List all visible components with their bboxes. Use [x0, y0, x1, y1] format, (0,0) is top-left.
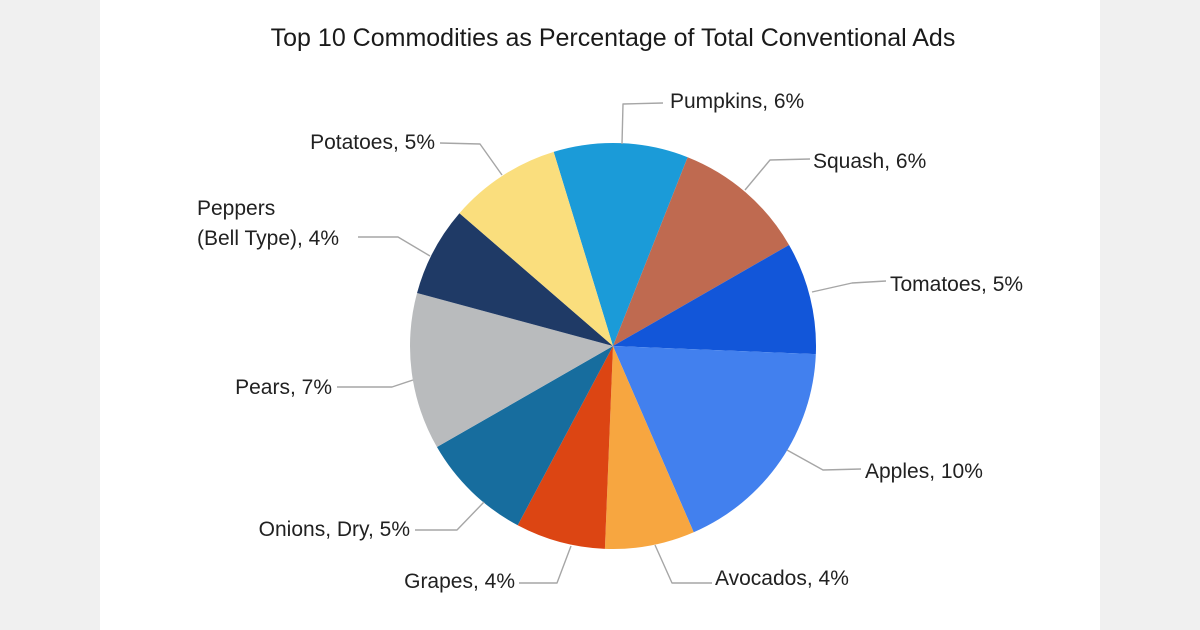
leader-line-avocados [654, 544, 712, 584]
pie-slice-peppers-bell-type [417, 213, 613, 346]
slice-label-pears: Pears, 7% [235, 376, 332, 399]
chart-canvas: Top 10 Commodities as Percentage of Tota… [100, 0, 1100, 630]
slice-label-pumpkins: Pumpkins, 6% [670, 90, 805, 113]
chart-title: Top 10 Commodities as Percentage of Tota… [270, 24, 956, 52]
leader-line-pumpkins [621, 102, 664, 145]
slice-label-grapes: Grapes, 4% [404, 570, 515, 593]
slice-label-squash: Squash, 6% [813, 150, 927, 173]
slice-label-avocados: Avocados, 4% [715, 567, 849, 590]
pie-slice-pumpkins [553, 143, 688, 346]
leader-line-grapes [519, 545, 572, 584]
pie-slice-grapes [517, 346, 613, 549]
leader-line-pears [337, 379, 414, 388]
pie-slice-potatoes [459, 151, 613, 346]
leader-line-potatoes [439, 142, 503, 176]
leader-line-squash [744, 158, 811, 191]
slice-label-tomatoes: Tomatoes, 5% [890, 273, 1024, 296]
pie-slice-apples [613, 346, 816, 533]
pie-slice-tomatoes [613, 244, 817, 355]
leader-line-peppers-bell-type [358, 236, 431, 257]
slice-label-peppers-bell-type: Peppers (Bell Type), 4% [197, 197, 340, 250]
slice-label-apples: Apples, 10% [865, 460, 983, 483]
leader-line-tomatoes [811, 280, 887, 293]
pie-slices-group [409, 143, 817, 550]
pie-slice-squash [613, 157, 790, 346]
leader-lines-group [337, 102, 887, 584]
leader-line-onions-dry [415, 501, 485, 531]
slice-label-onions-dry: Onions, Dry, 5% [258, 518, 410, 541]
slice-label-potatoes: Potatoes, 5% [310, 131, 435, 154]
pie-slice-avocados [604, 346, 694, 550]
leader-line-apples [786, 449, 862, 471]
pie-slice-pears [409, 292, 613, 448]
pie-chart [337, 102, 887, 584]
pie-slice-onions-dry [436, 346, 613, 526]
